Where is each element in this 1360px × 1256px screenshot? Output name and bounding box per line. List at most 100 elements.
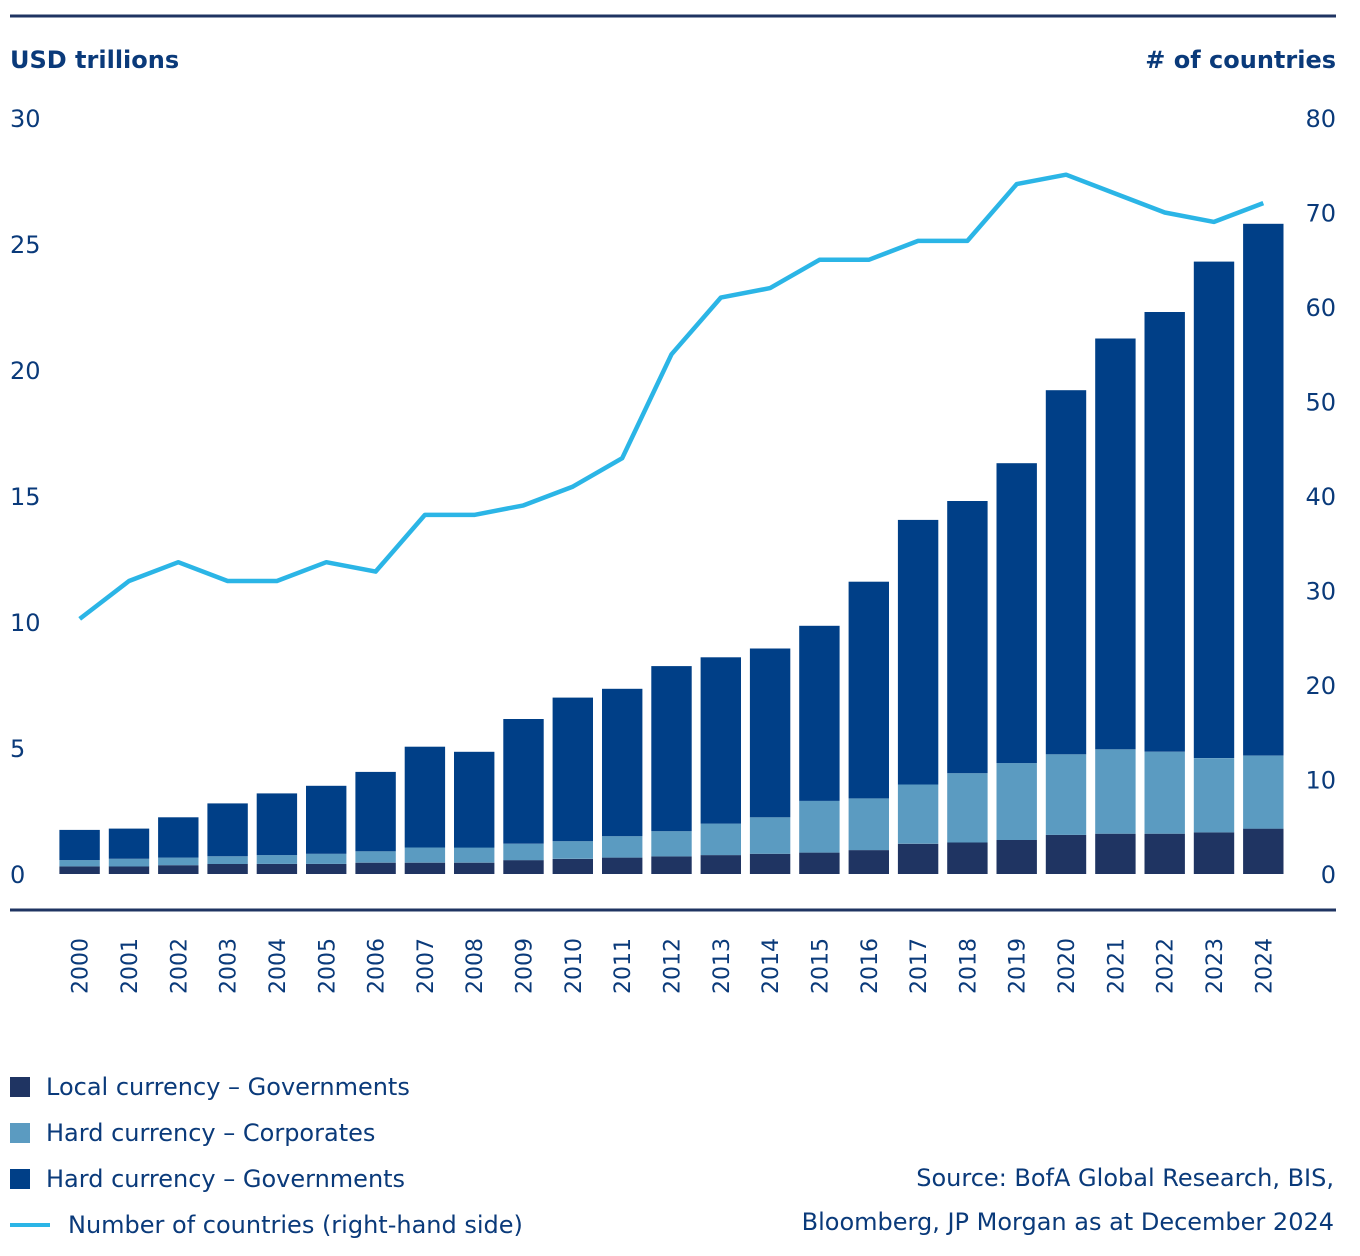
x-tick-label: 2015	[809, 938, 834, 994]
bar-hard-corp-2023	[1193, 758, 1235, 833]
right-tick-label: 70	[1305, 200, 1336, 228]
x-tick-label: 2008	[463, 938, 488, 994]
right-tick-label: 40	[1305, 483, 1336, 511]
bar-hard-corp-2003	[207, 856, 248, 864]
left-tick-label: 25	[10, 231, 41, 259]
bar-hard-gov-2018	[947, 501, 988, 774]
bar-local-gov-2019	[996, 840, 1037, 874]
bar-hard-corp-2019	[996, 763, 1037, 840]
bar-hard-gov-2010	[552, 697, 593, 842]
x-tick-label: 2023	[1203, 938, 1228, 994]
bar-hard-gov-2004	[256, 793, 298, 856]
bar-local-gov-2023	[1193, 832, 1235, 874]
x-tick-label: 2017	[907, 938, 932, 994]
bar-hard-gov-2009	[503, 719, 544, 844]
left-tick-label: 0	[10, 861, 25, 889]
x-tick-label: 2013	[710, 938, 735, 994]
bar-hard-corp-2000	[59, 860, 100, 867]
bar-local-gov-2020	[1045, 834, 1087, 874]
x-tick-label: 2022	[1154, 938, 1179, 994]
bar-hard-corp-2008	[454, 847, 495, 863]
legend-item-local-gov: Local currency – Governments	[10, 1064, 523, 1110]
bar-hard-gov-2022	[1144, 312, 1185, 752]
bar-local-gov-2015	[799, 852, 840, 874]
bar-hard-corp-2011	[602, 836, 643, 858]
right-tick-label: 0	[1321, 861, 1336, 889]
bar-hard-corp-2012	[651, 831, 692, 857]
bar-local-gov-2021	[1095, 833, 1136, 874]
x-tick-label: 2004	[266, 938, 291, 994]
bar-hard-corp-2017	[897, 784, 939, 844]
bar-local-gov-2005	[306, 863, 347, 874]
x-tick-label: 2012	[661, 938, 686, 994]
bar-hard-gov-2001	[108, 828, 150, 859]
x-tick-label: 2019	[1006, 938, 1031, 994]
x-tick-label: 2024	[1252, 938, 1277, 994]
bar-hard-gov-2002	[158, 817, 199, 858]
bar-local-gov-2000	[59, 866, 100, 874]
bar-local-gov-2017	[897, 843, 939, 874]
legend-swatch-local-gov	[10, 1077, 30, 1097]
bar-hard-gov-2013	[700, 657, 741, 824]
left-tick-label: 20	[10, 357, 41, 385]
bar-hard-gov-2011	[602, 688, 643, 837]
x-tick-label: 2014	[759, 938, 784, 994]
legend-swatch-hard-gov	[10, 1169, 30, 1189]
source-line-2: Bloomberg, JP Morgan as at December 2024	[801, 1208, 1334, 1236]
bar-hard-corp-2020	[1045, 754, 1087, 835]
left-tick-label: 15	[10, 483, 41, 511]
bar-hard-corp-2004	[256, 855, 298, 864]
bar-hard-corp-2005	[306, 853, 347, 864]
bar-local-gov-2011	[602, 857, 643, 874]
legend-label: Local currency – Governments	[46, 1073, 410, 1101]
right-axis-title: # of countries	[1145, 46, 1336, 74]
legend-item-hard-corp: Hard currency – Corporates	[10, 1110, 523, 1156]
bar-local-gov-2022	[1144, 833, 1185, 874]
bar-hard-gov-2023	[1193, 261, 1235, 758]
bar-hard-corp-2007	[404, 847, 446, 863]
legend: Local currency – Governments Hard curren…	[10, 1064, 523, 1248]
bar-local-gov-2010	[552, 858, 593, 874]
bar-local-gov-2007	[404, 862, 446, 874]
bar-hard-corp-2014	[749, 817, 791, 854]
bar-hard-corp-2001	[108, 858, 150, 867]
left-axis-title: USD trillions	[10, 46, 179, 74]
bar-hard-gov-2005	[306, 785, 347, 854]
bar-hard-corp-2022	[1144, 751, 1185, 834]
bar-hard-gov-2000	[59, 829, 100, 861]
bar-local-gov-2024	[1243, 828, 1284, 874]
x-tick-label: 2011	[611, 938, 636, 994]
bar-hard-gov-2008	[454, 751, 495, 848]
x-tick-label: 2005	[315, 938, 340, 994]
bar-hard-corp-2013	[700, 823, 741, 856]
left-tick-label: 5	[10, 735, 25, 763]
chart: 0 5 10 15 20 25 30 0 10 20 30 40 50 60 70 80 2000 2001 2…	[10, 14, 1336, 994]
bar-local-gov-2013	[700, 855, 741, 874]
bar-local-gov-2006	[355, 862, 396, 874]
bar-hard-gov-2014	[749, 648, 791, 818]
bar-hard-corp-2021	[1095, 749, 1136, 834]
legend-label: Hard currency – Governments	[46, 1165, 406, 1193]
bar-local-gov-2012	[651, 856, 692, 874]
x-tick-label: 2009	[513, 938, 538, 994]
left-tick-label: 10	[10, 609, 41, 637]
bar-hard-gov-2020	[1045, 390, 1087, 755]
x-tick-label: 2007	[414, 938, 439, 994]
bar-hard-gov-2006	[355, 771, 396, 852]
x-tick-label: 2001	[118, 938, 143, 994]
source-note: Source: BofA Global Research, BIS, Bloom…	[802, 1156, 1334, 1244]
right-tick-label: 80	[1305, 105, 1336, 133]
x-tick-label: 2020	[1055, 938, 1080, 994]
bar-hard-gov-2024	[1243, 223, 1284, 756]
bar-local-gov-2018	[947, 842, 988, 874]
x-tick-label: 2002	[167, 938, 192, 994]
x-tick-label: 2016	[858, 938, 883, 994]
legend-swatch-hard-corp	[10, 1123, 30, 1143]
bar-local-gov-2008	[454, 862, 495, 874]
bar-hard-corp-2018	[947, 773, 988, 843]
bar-hard-gov-2015	[799, 625, 840, 801]
bar-hard-corp-2024	[1243, 755, 1284, 829]
right-tick-label: 30	[1305, 578, 1336, 606]
bar-local-gov-2014	[749, 853, 791, 874]
x-tick-label: 2006	[365, 938, 390, 994]
